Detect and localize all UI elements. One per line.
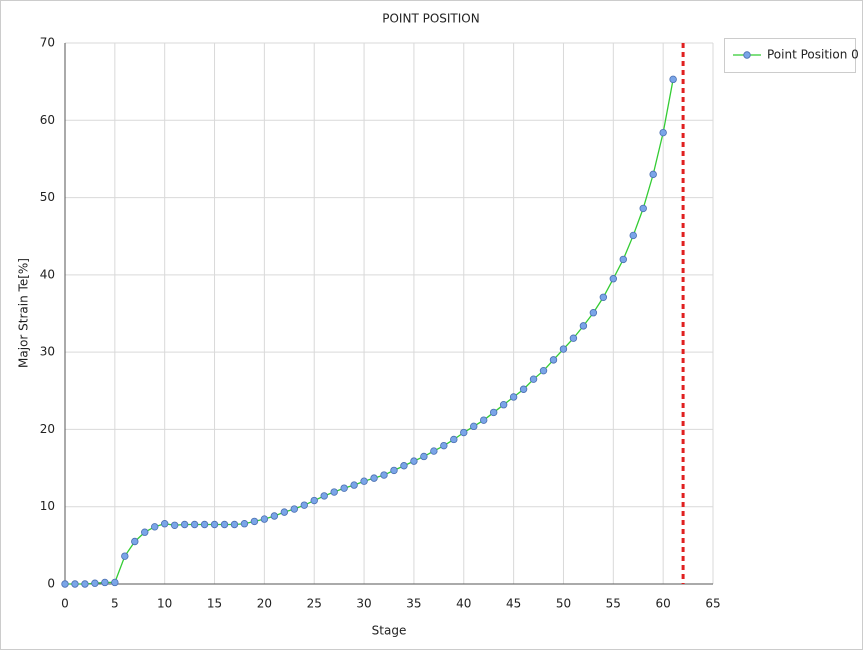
x-tick-label: 30 <box>356 597 371 611</box>
x-tick-label: 15 <box>207 597 222 611</box>
data-point <box>539 366 548 375</box>
data-point <box>310 496 318 505</box>
data-point <box>499 400 508 409</box>
data-point <box>529 375 538 383</box>
data-point <box>180 520 189 529</box>
data-point <box>440 441 448 450</box>
data-point <box>559 345 568 353</box>
data-point <box>639 204 647 213</box>
data-point <box>509 393 518 401</box>
data-point <box>61 580 69 588</box>
data-point <box>250 517 259 526</box>
data-point <box>589 309 598 317</box>
data-point <box>320 492 328 500</box>
data-point <box>370 474 378 482</box>
y-tick-label: 50 <box>40 190 55 204</box>
data-point <box>270 512 279 520</box>
x-tick-label: 45 <box>506 597 521 611</box>
data-point <box>629 231 637 240</box>
data-point <box>470 422 478 431</box>
data-point <box>200 520 209 529</box>
x-tick-label: 55 <box>606 597 621 611</box>
data-point <box>400 462 408 470</box>
x-tick-label: 65 <box>705 597 720 611</box>
data-point <box>160 520 169 528</box>
x-tick-label: 20 <box>257 597 272 611</box>
data-point <box>410 457 418 465</box>
x-tick-label: 60 <box>656 597 671 611</box>
data-point <box>121 552 129 560</box>
data-point <box>669 75 677 84</box>
data-point <box>360 477 368 485</box>
y-tick-label: 60 <box>40 113 55 127</box>
data-point <box>649 170 657 179</box>
y-tick-label: 10 <box>40 499 55 513</box>
data-point <box>460 428 468 437</box>
data-point <box>141 528 149 536</box>
data-point <box>260 515 269 523</box>
data-point <box>300 501 308 509</box>
data-point <box>280 508 289 516</box>
data-point <box>619 255 627 264</box>
data-point <box>350 481 358 489</box>
data-point <box>489 408 498 417</box>
data-point <box>111 578 119 587</box>
data-point <box>420 452 428 461</box>
y-tick-label: 30 <box>40 345 55 359</box>
x-tick-label: 35 <box>406 597 421 611</box>
data-point <box>131 537 139 546</box>
data-point <box>151 523 159 531</box>
data-point <box>659 128 667 137</box>
data-point <box>81 580 89 588</box>
x-tick-label: 0 <box>61 597 69 611</box>
x-axis-label: Stage <box>372 624 407 638</box>
data-point <box>330 488 338 496</box>
data-point <box>170 521 179 529</box>
data-point <box>450 435 458 444</box>
legend-label: Point Position 0 <box>767 48 859 62</box>
data-point <box>569 334 578 342</box>
y-axis-label: Major Strain Te[%] <box>17 258 31 368</box>
data-point <box>380 471 388 479</box>
data-point <box>220 520 229 529</box>
data-point <box>71 580 79 588</box>
data-point <box>91 579 99 587</box>
data-point <box>599 293 608 301</box>
y-tick-label: 70 <box>40 36 55 50</box>
y-tick-label: 0 <box>47 577 55 591</box>
data-point <box>480 416 488 424</box>
data-point <box>390 466 398 475</box>
data-point <box>290 505 298 513</box>
data-point <box>609 275 618 283</box>
y-tick-label: 20 <box>40 422 55 436</box>
x-tick-label: 5 <box>111 597 119 611</box>
data-point <box>430 447 438 455</box>
data-point <box>101 578 109 587</box>
data-point <box>519 385 528 393</box>
data-point <box>190 520 199 529</box>
data-point <box>210 520 219 529</box>
x-tick-label: 10 <box>157 597 172 611</box>
data-point <box>340 484 348 492</box>
legend-marker <box>743 51 751 59</box>
data-point <box>579 322 588 330</box>
x-tick-label: 25 <box>307 597 322 611</box>
data-point <box>230 520 239 529</box>
data-point <box>240 520 249 528</box>
x-tick-label: 50 <box>556 597 571 611</box>
y-tick-label: 40 <box>40 267 55 281</box>
chart-title: POINT POSITION <box>382 12 479 26</box>
data-point <box>549 356 558 364</box>
x-tick-label: 40 <box>456 597 471 611</box>
